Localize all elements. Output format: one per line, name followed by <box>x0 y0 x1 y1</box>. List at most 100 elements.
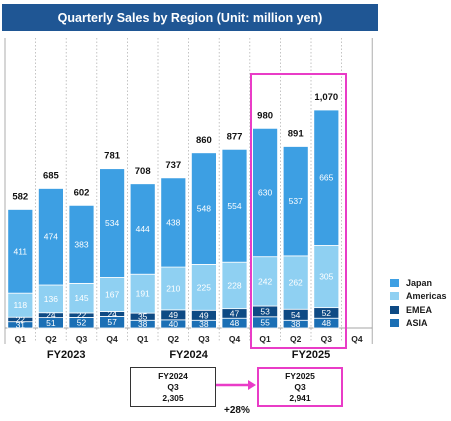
segment-value-label: 383 <box>74 239 88 249</box>
fy2025-summary-quarter: Q3 <box>294 381 306 392</box>
segment-value-label: 554 <box>227 201 241 211</box>
bar-segment-americas <box>221 261 248 310</box>
bar-segment-americas <box>282 255 309 310</box>
segment-value-label: 537 <box>289 196 303 206</box>
chart-title: Quarterly Sales by Region (Unit: million… <box>2 4 378 31</box>
quarter-tick-label: Q2 <box>168 334 180 344</box>
quarter-tick-label: Q1 <box>259 334 271 344</box>
fy2024-summary-quarter: Q3 <box>167 381 179 392</box>
segment-value-label: 225 <box>197 282 211 292</box>
bar-segment-japan <box>190 152 217 265</box>
bar-segment-japan <box>68 204 95 284</box>
segment-value-label: 665 <box>319 173 333 183</box>
segment-value-label: 534 <box>105 218 119 228</box>
segment-value-label: 55 <box>260 317 270 327</box>
bar-segment-japan <box>38 188 64 286</box>
fy2024-summary-year: FY2024 <box>158 370 188 381</box>
bar-segment-americas <box>129 273 156 314</box>
fy2025-summary-value: 2,941 <box>289 392 311 403</box>
quarter-tick-label: Q3 <box>198 334 210 344</box>
segment-value-label: 548 <box>197 204 211 214</box>
bar-segment-americas <box>160 266 187 311</box>
quarter-tick-label: Q3 <box>321 334 333 344</box>
quarter-tick-label: Q4 <box>229 334 241 344</box>
segment-value-label: 48 <box>230 318 240 328</box>
bar-segment-americas <box>252 256 279 307</box>
segment-value-label: 38 <box>291 319 301 329</box>
quarter-tick-label: Q4 <box>351 334 363 344</box>
bar-segment-japan <box>99 168 125 278</box>
bar-total-label: 980 <box>257 110 273 121</box>
segment-value-label: 136 <box>44 294 58 304</box>
growth-rate-label: +28% <box>224 405 250 416</box>
bar-total-label: 737 <box>165 160 181 171</box>
legend-item-asia: ASIA <box>390 317 447 331</box>
quarter-tick-label: Q1 <box>137 334 149 344</box>
fy2024-q3-summary-box: FY2024 Q3 2,305 <box>130 367 216 407</box>
fy2025-summary-year: FY2025 <box>285 370 315 381</box>
bar-segment-americas <box>99 277 125 312</box>
legend-label-asia: ASIA <box>406 318 428 329</box>
segment-value-label: 474 <box>44 232 58 242</box>
segment-value-label: 49 <box>169 310 179 320</box>
quarter-tick-label: Q1 <box>15 334 27 344</box>
segment-value-label: 191 <box>136 289 150 299</box>
bar-segment-japan <box>282 146 309 257</box>
segment-value-label: 51 <box>46 318 56 328</box>
segment-value-label: 49 <box>199 310 209 320</box>
bar-total-label: 602 <box>74 187 90 198</box>
segment-value-label: 210 <box>166 283 180 293</box>
segment-value-label: 38 <box>199 319 209 329</box>
segment-value-label: 118 <box>14 300 28 310</box>
segment-value-label: 305 <box>319 272 333 282</box>
legend-item-emea: EMEA <box>390 303 447 317</box>
bar-segment-americas <box>190 264 217 311</box>
bar-segment-americas <box>38 284 64 314</box>
legend-swatch-emea <box>390 305 399 314</box>
segment-value-label: 47 <box>230 308 240 318</box>
bar-total-label: 860 <box>196 135 212 146</box>
bar-total-label: 582 <box>12 191 28 202</box>
segment-value-label: 31 <box>16 320 26 330</box>
bar-segment-japan <box>129 183 156 275</box>
segment-value-label: 22 <box>77 310 87 320</box>
fiscal-year-label: FY2024 <box>169 349 208 361</box>
legend-label-americas: Americas <box>406 291 447 302</box>
segment-value-label: 24 <box>46 310 56 320</box>
bar-segment-japan <box>7 209 34 294</box>
bar-total-label: 1,070 <box>314 92 338 103</box>
legend-swatch-asia <box>390 319 399 328</box>
segment-value-label: 38 <box>138 319 148 329</box>
bar-segment-americas <box>68 282 95 314</box>
bar-total-label: 685 <box>43 170 60 181</box>
fy2025-q3-summary-box: FY2025 Q3 2,941 <box>257 367 343 407</box>
segment-value-label: 630 <box>258 188 272 198</box>
bar-total-label: 708 <box>135 166 151 177</box>
segment-value-label: 48 <box>322 318 332 328</box>
bar-total-label: 877 <box>227 131 243 142</box>
legend-swatch-americas <box>390 292 399 301</box>
legend-swatch-japan <box>390 278 399 287</box>
segment-value-label: 54 <box>291 310 301 320</box>
quarter-tick-label: Q3 <box>76 334 88 344</box>
segment-value-label: 53 <box>260 306 270 316</box>
bar-segment-japan <box>313 109 340 246</box>
segment-value-label: 40 <box>169 319 179 329</box>
bar-total-label: 781 <box>104 151 121 162</box>
segment-value-label: 167 <box>105 289 119 299</box>
bar-segment-japan <box>160 177 187 268</box>
bar-total-label: 891 <box>288 128 305 139</box>
quarter-tick-label: Q4 <box>106 334 118 344</box>
bar-segment-japan <box>252 127 279 258</box>
quarter-tick-label: Q2 <box>290 334 302 344</box>
chart-legend: Japan Americas EMEA ASIA <box>390 276 447 330</box>
segment-value-label: 22 <box>16 314 26 324</box>
legend-label-emea: EMEA <box>406 304 433 315</box>
segment-value-label: 24 <box>107 309 117 319</box>
fy2025-highlight-frame <box>250 73 347 349</box>
segment-value-label: 52 <box>77 318 87 328</box>
segment-value-label: 438 <box>166 217 180 227</box>
segment-value-label: 52 <box>322 308 332 318</box>
fiscal-year-label: FY2025 <box>292 349 331 361</box>
